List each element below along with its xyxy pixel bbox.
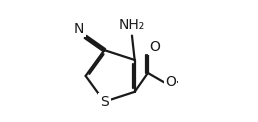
Text: O: O (165, 76, 176, 89)
Text: O: O (149, 40, 160, 54)
Text: N: N (74, 22, 84, 36)
Text: NH₂: NH₂ (119, 18, 145, 32)
Text: S: S (100, 95, 109, 109)
